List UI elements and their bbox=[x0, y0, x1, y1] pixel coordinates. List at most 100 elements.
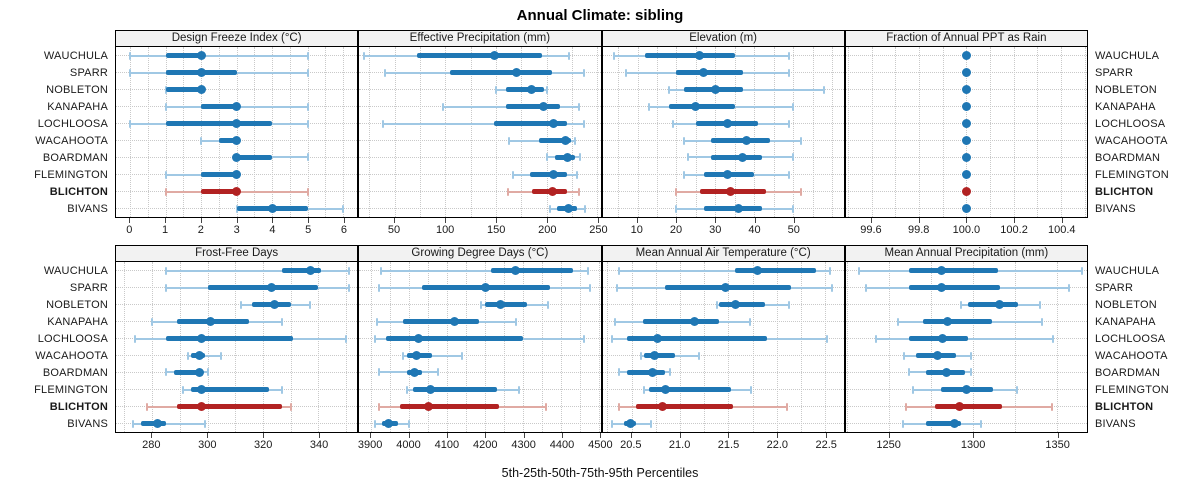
iqr-bar bbox=[506, 87, 544, 92]
gridline bbox=[973, 262, 975, 432]
iqr-bar bbox=[207, 285, 319, 290]
whisker-cap bbox=[683, 170, 686, 179]
axis-tick bbox=[485, 433, 487, 438]
median-dot bbox=[721, 283, 731, 292]
station-label: BLICHTON bbox=[1095, 186, 1154, 199]
iqr-bar bbox=[174, 369, 202, 375]
gridline bbox=[394, 47, 396, 217]
iqr-bar bbox=[485, 302, 528, 307]
gridline bbox=[990, 47, 992, 217]
whisker-cap bbox=[406, 385, 409, 394]
whisker-cap bbox=[579, 153, 582, 162]
gridline bbox=[889, 262, 891, 432]
median-dot bbox=[153, 419, 163, 428]
whisker-cap bbox=[377, 402, 380, 411]
whisker-cap bbox=[908, 368, 911, 377]
gridline bbox=[409, 262, 411, 432]
station-label: BIVANS bbox=[1095, 203, 1136, 216]
median-dot bbox=[196, 85, 206, 94]
median-dot bbox=[961, 170, 971, 179]
whisker-cap bbox=[1040, 317, 1043, 326]
median-dot bbox=[955, 402, 965, 411]
panel: Effective Precipitation (mm) 50 100 150 200 2… bbox=[358, 30, 608, 242]
whisker-cap bbox=[1067, 283, 1070, 292]
median-dot bbox=[197, 385, 207, 394]
gridline bbox=[801, 262, 803, 432]
whisker-cap bbox=[649, 419, 652, 428]
whisker-cap bbox=[518, 385, 521, 394]
panel: Frost-Free Days 280 300 320 340 bbox=[115, 245, 359, 457]
gridline bbox=[618, 47, 620, 217]
median-dot bbox=[738, 152, 748, 162]
median-dot bbox=[961, 152, 971, 162]
axis-tick bbox=[600, 433, 602, 438]
whisker-cap bbox=[1080, 266, 1083, 275]
median-dot bbox=[196, 51, 206, 60]
whisker-cap bbox=[583, 68, 586, 77]
median-dot bbox=[495, 300, 505, 309]
median-dot bbox=[232, 152, 242, 162]
axis-tick-label: 99.6 bbox=[860, 224, 882, 236]
panel-title: Mean Annual Precipitation (mm) bbox=[844, 245, 1088, 262]
median-dot bbox=[936, 283, 946, 292]
gridline bbox=[832, 47, 834, 217]
panel-plot-area bbox=[844, 47, 1088, 218]
gridline bbox=[825, 262, 827, 432]
row-guide bbox=[116, 89, 358, 90]
row-guide bbox=[116, 371, 358, 373]
gridline bbox=[931, 262, 933, 432]
axis-tick-label: 21.5 bbox=[717, 439, 740, 451]
axis-tick-label: 250 bbox=[589, 224, 608, 236]
median-dot bbox=[562, 152, 572, 162]
station-label: WAUCHULA bbox=[1095, 264, 1160, 277]
iqr-bar bbox=[190, 387, 269, 392]
gridline bbox=[919, 47, 921, 217]
median-dot bbox=[563, 204, 573, 213]
whisker-cap bbox=[239, 300, 242, 309]
iqr-bar bbox=[494, 121, 568, 126]
whisker-cap bbox=[616, 283, 619, 292]
gridline bbox=[420, 47, 422, 217]
whisker-cap bbox=[203, 419, 206, 428]
axis-tick-label: 50 bbox=[787, 224, 800, 236]
whisker-cap bbox=[829, 266, 832, 275]
gridline bbox=[966, 47, 968, 217]
median-dot bbox=[938, 334, 948, 343]
axis-tick bbox=[966, 218, 968, 223]
gridline bbox=[369, 47, 371, 217]
whisker-cap bbox=[896, 317, 899, 326]
iqr-bar bbox=[926, 421, 962, 426]
axis-tick-label: 150 bbox=[487, 224, 506, 236]
station-label: LOCHLOOSA bbox=[1095, 117, 1166, 130]
gridline bbox=[523, 262, 525, 432]
iqr-bar bbox=[165, 336, 294, 341]
axis-tick bbox=[165, 218, 167, 223]
station-label-column-right: WAUCHULA SPARR NOBLETON KANAPAHA LOCHLOOSA WA… bbox=[1088, 30, 1200, 242]
whisker-cap bbox=[683, 136, 686, 145]
median-dot bbox=[658, 402, 668, 411]
axis-tick bbox=[598, 218, 600, 223]
median-dot bbox=[197, 402, 207, 411]
whisker-cap bbox=[903, 351, 906, 360]
iqr-bar bbox=[165, 53, 202, 58]
median-dot bbox=[232, 187, 242, 196]
axis-tick-label: 50 bbox=[387, 224, 401, 236]
whisker-cap bbox=[669, 368, 672, 377]
axis-tick bbox=[888, 433, 890, 438]
axis-tick bbox=[630, 433, 632, 438]
x-axis: 50 100 150 200 250 bbox=[358, 218, 608, 242]
whisker-cap bbox=[617, 266, 620, 275]
whisker-cap bbox=[442, 102, 445, 111]
iqr-bar bbox=[403, 319, 480, 324]
median-dot bbox=[648, 367, 658, 377]
iqr-bar bbox=[218, 138, 237, 143]
gridline bbox=[218, 47, 220, 217]
gridline bbox=[428, 262, 430, 432]
whisker-cap bbox=[792, 153, 795, 162]
gridline bbox=[607, 262, 609, 432]
axis-tick bbox=[973, 433, 975, 438]
iqr-bar bbox=[909, 285, 1000, 290]
whisker-cap bbox=[548, 204, 551, 213]
axis-tick bbox=[408, 433, 410, 438]
axis-tick bbox=[129, 218, 131, 223]
